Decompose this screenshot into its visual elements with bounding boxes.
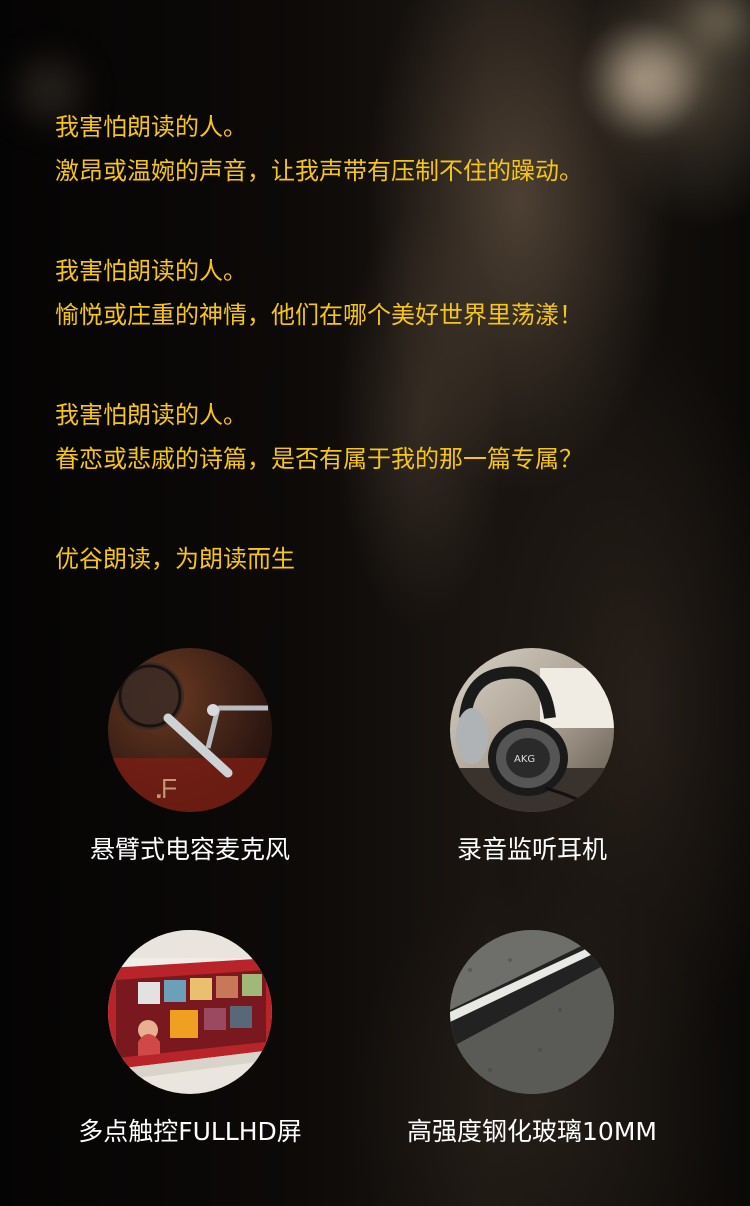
poem-stanza: 我害怕朗读的人。 激昂或温婉的声音，让我声带有压制不住的躁动。 — [55, 105, 715, 193]
poem-line: 我害怕朗读的人。 — [55, 257, 247, 285]
feature-label: 多点触控FULLHD屏 — [78, 1117, 302, 1146]
poem-stanza: 我害怕朗读的人。 愉悦或庄重的神情，他们在哪个美好世界里荡漾！ — [55, 249, 715, 337]
feature-label: 录音监听耳机 — [456, 835, 607, 864]
feature-tempered-glass: 高强度钢化玻璃10MM — [382, 930, 682, 1148]
poem-line: 愉悦或庄重的神情，他们在哪个美好世界里荡漾！ — [55, 301, 583, 329]
tempered-glass-icon — [450, 930, 614, 1094]
touchscreen-icon — [108, 930, 272, 1094]
svg-text:AKG: AKG — [514, 754, 535, 765]
feature-touchscreen: 多点触控FULLHD屏 — [40, 930, 340, 1148]
feature-headphones: AKG 录音监听耳机 — [382, 648, 682, 866]
bokeh-light — [20, 60, 80, 120]
microphone-icon: ᎐ᖴ — [108, 648, 272, 812]
poem: 我害怕朗读的人。 激昂或温婉的声音，让我声带有压制不住的躁动。 我害怕朗读的人。… — [55, 105, 715, 581]
poem-line: 我害怕朗读的人。 — [55, 113, 247, 141]
bokeh-light — [610, 40, 690, 120]
headphones-icon: AKG — [450, 648, 614, 812]
poem-stanza: 我害怕朗读的人。 眷恋或悲戚的诗篇，是否有属于我的那一篇专属？ — [55, 393, 715, 481]
bokeh-light — [690, 0, 750, 40]
feature-label: 高强度钢化玻璃10MM — [407, 1117, 657, 1146]
feature-microphone: ᎐ᖴ 悬臂式电容麦克风 — [40, 648, 340, 866]
poem-line: 我害怕朗读的人。 — [55, 401, 247, 429]
svg-text:᎐ᖴ: ᎐ᖴ — [156, 775, 177, 805]
slogan: 优谷朗读，为朗读而生 — [55, 545, 295, 573]
feature-label: 悬臂式电容麦克风 — [89, 835, 290, 864]
poem-line: 眷恋或悲戚的诗篇，是否有属于我的那一篇专属？ — [55, 445, 583, 473]
poem-line: 激昂或温婉的声音，让我声带有压制不住的躁动。 — [55, 157, 583, 185]
